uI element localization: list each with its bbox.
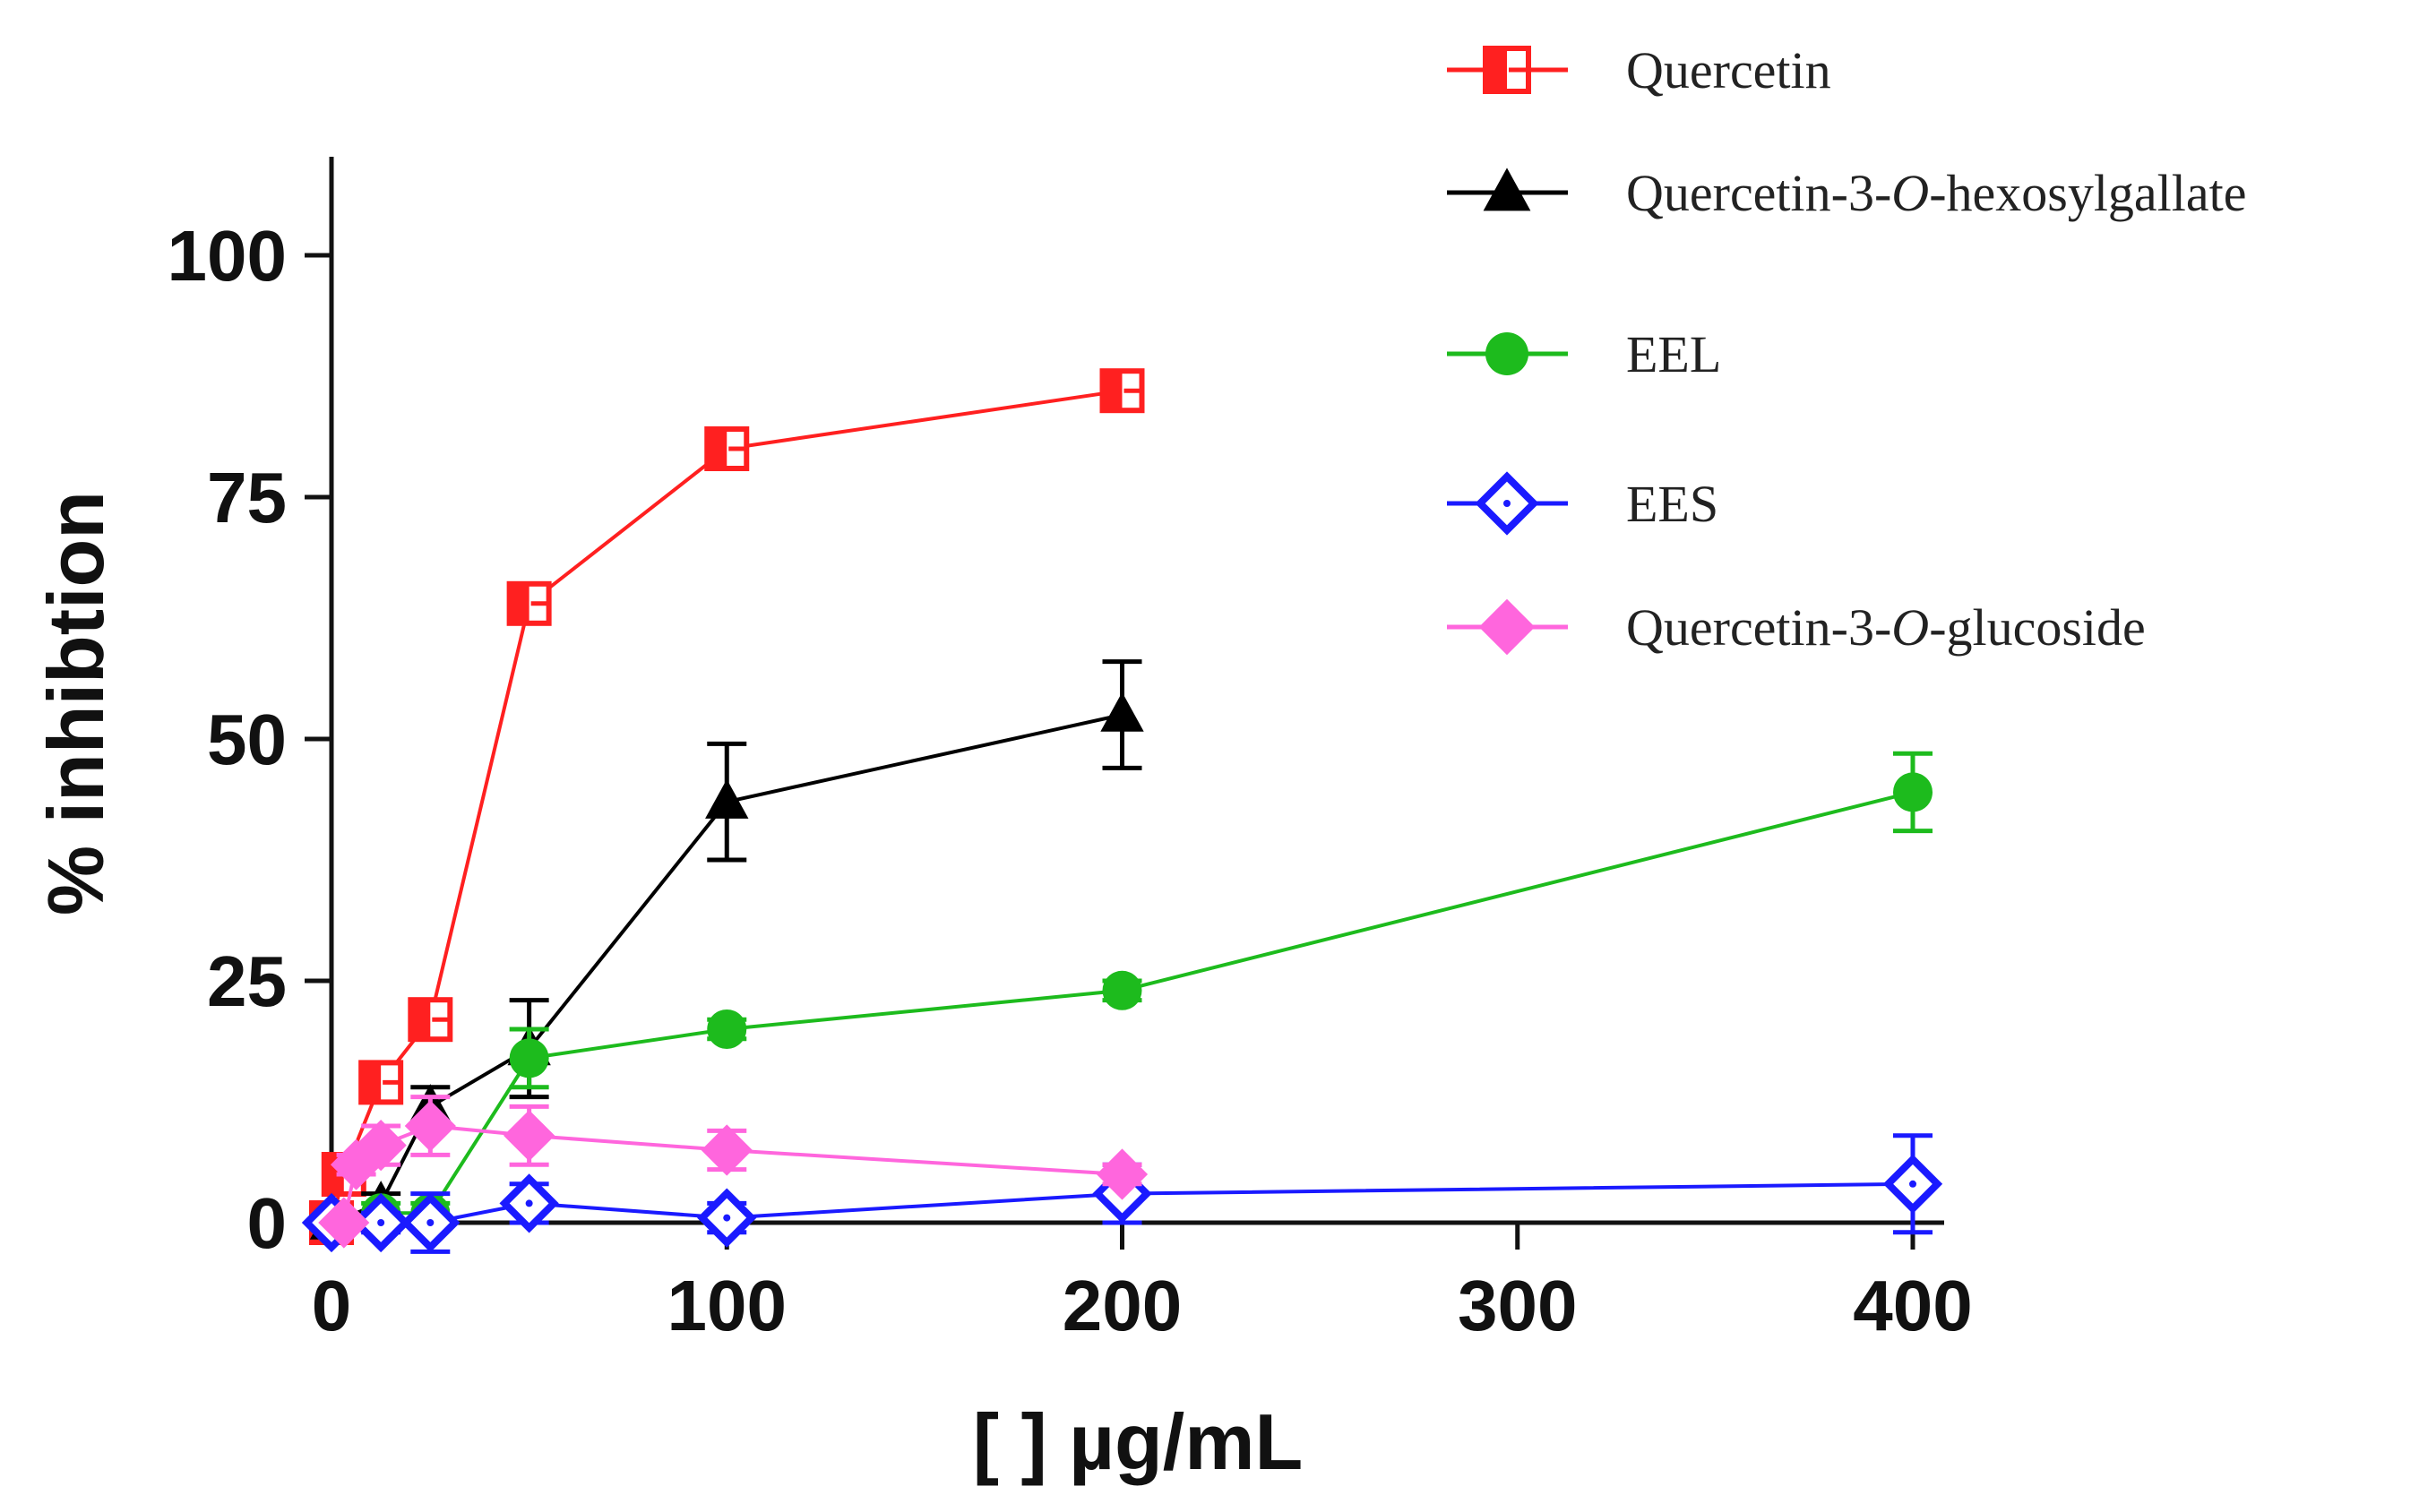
- x-axis-title: [ ] µg/mL: [973, 1397, 1303, 1486]
- data-point-marker-fill: [509, 583, 529, 623]
- data-point: [350, 1192, 411, 1253]
- data-point-marker: [318, 1197, 370, 1249]
- data-point-marker: [1485, 332, 1528, 375]
- x-tick-label: 300: [1458, 1266, 1577, 1345]
- data-point-marker: [1483, 168, 1531, 211]
- data-point-marker-dot: [525, 1199, 533, 1207]
- data-point-marker: [701, 1124, 753, 1176]
- legend-marker: [1483, 168, 1531, 211]
- data-point: [697, 1188, 757, 1248]
- data-point: [1096, 1148, 1149, 1200]
- data-point-marker: [509, 1038, 549, 1078]
- data-point: [509, 1038, 549, 1078]
- legend-item: Quercetin-3-O-hexosylgallate: [1447, 164, 2247, 222]
- data-point: [504, 1110, 555, 1162]
- legend-label-part: -glucoside: [1929, 598, 2146, 657]
- data-point-marker: [1478, 598, 1536, 656]
- data-point-marker-dot: [1909, 1180, 1916, 1188]
- data-point: [1100, 692, 1144, 732]
- data-point: [499, 1173, 559, 1233]
- data-point: [1099, 368, 1145, 414]
- legend-label: Quercetin: [1626, 41, 1831, 99]
- data-point: [1102, 970, 1142, 1010]
- data-point: [1882, 1154, 1943, 1214]
- data-point-marker-fill: [361, 1062, 382, 1103]
- legend-label: Quercetin-3-O-glucoside: [1626, 598, 2146, 657]
- data-point-marker-dot: [1503, 500, 1511, 507]
- data-point-marker-dot: [426, 1219, 435, 1226]
- x-tick-label: 0: [312, 1266, 352, 1345]
- data-point-marker-fill: [707, 429, 727, 468]
- data-point: [358, 1060, 404, 1105]
- legend-label: EES: [1626, 475, 1718, 533]
- legend-item: EEL: [1447, 325, 1721, 383]
- data-point-marker-fill: [1485, 48, 1507, 91]
- y-tick-label: 0: [247, 1183, 288, 1263]
- data-point: [704, 426, 750, 471]
- legend-label-part: O: [1891, 598, 1929, 657]
- data-point: [701, 1124, 753, 1176]
- data-point: [506, 580, 552, 626]
- legend-marker: [1485, 332, 1528, 375]
- legend-item: Quercetin-3-O-glucoside: [1447, 598, 2146, 657]
- legend-marker: [1475, 471, 1539, 536]
- y-ticks: 0 25 50 75 100: [168, 216, 331, 1263]
- data-point-marker-dot: [723, 1214, 731, 1222]
- legend-label-part: Quercetin: [1626, 41, 1831, 99]
- data-point-marker: [504, 1110, 555, 1162]
- legend-marker: [1478, 598, 1536, 656]
- x-tick-label: 400: [1853, 1266, 1972, 1345]
- data-point-marker: [1102, 970, 1142, 1010]
- plot-series: [301, 368, 1943, 1254]
- legend-label-part: Quercetin-3-: [1626, 598, 1891, 657]
- data-point-marker-fill: [410, 1000, 431, 1040]
- series-quercetin-3-o-glucoside: [318, 1095, 1149, 1249]
- legend: QuercetinQuercetin-3-O-hexosylgallateEEL…: [1447, 41, 2247, 657]
- data-point: [408, 997, 453, 1043]
- x-tick-label: 200: [1063, 1266, 1182, 1345]
- legend-label: EEL: [1626, 325, 1721, 383]
- data-point: [705, 778, 749, 819]
- data-point-marker: [404, 1100, 456, 1152]
- x-ticks: 0 100 200 300 400: [312, 1223, 1973, 1345]
- data-point-marker-dot: [377, 1219, 385, 1226]
- data-point: [400, 1192, 461, 1253]
- legend-label-part: Quercetin-3-: [1626, 164, 1891, 222]
- data-point-marker: [355, 1120, 407, 1172]
- data-point-marker: [1096, 1148, 1149, 1200]
- data-point: [404, 1100, 456, 1152]
- data-point: [1893, 772, 1933, 812]
- y-tick-label: 25: [207, 941, 287, 1021]
- data-point-marker: [707, 1009, 747, 1049]
- legend-label-part: EES: [1626, 475, 1718, 533]
- legend-item: EES: [1447, 471, 1718, 536]
- legend-marker: [1483, 46, 1531, 94]
- y-tick-label: 75: [207, 458, 287, 537]
- y-tick-label: 50: [207, 700, 287, 779]
- legend-label: Quercetin-3-O-hexosylgallate: [1626, 164, 2247, 222]
- legend-item: Quercetin: [1447, 41, 1831, 99]
- legend-label-part: O: [1891, 164, 1929, 222]
- y-tick-label: 100: [168, 216, 287, 296]
- data-point-marker: [705, 778, 749, 819]
- data-point-marker-fill: [1102, 371, 1123, 411]
- data-point: [318, 1197, 370, 1249]
- legend-label-part: -hexosylgallate: [1929, 164, 2246, 222]
- legend-label-part: EEL: [1626, 325, 1721, 383]
- x-tick-label: 100: [667, 1266, 787, 1345]
- data-point: [707, 1009, 747, 1049]
- data-point-marker: [1893, 772, 1933, 812]
- data-point-marker: [1100, 692, 1144, 732]
- y-axis-title: % inhibtion: [31, 491, 120, 915]
- data-point: [355, 1120, 407, 1172]
